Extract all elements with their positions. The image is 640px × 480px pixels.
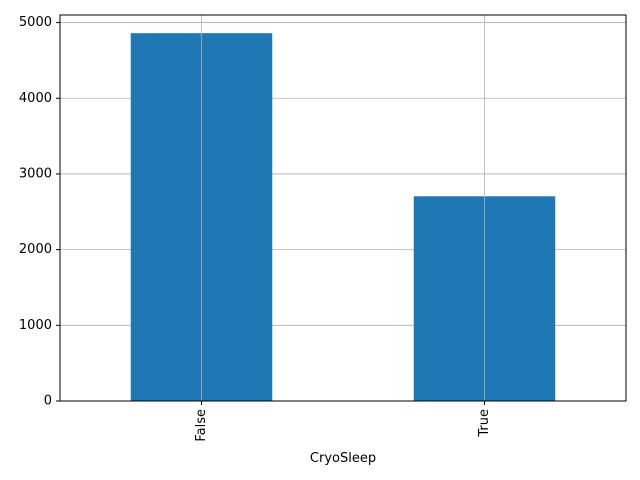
plot-frame — [59, 14, 627, 402]
y-tick-label: 2000 — [19, 242, 52, 257]
y-tick-label: 4000 — [19, 91, 52, 106]
y-tick-label: 1000 — [19, 318, 52, 333]
x-tick-label-false: False — [194, 409, 209, 442]
y-tick-label: 0 — [44, 394, 52, 409]
y-tick-label: 3000 — [19, 166, 52, 181]
x-tick-label-true: True — [477, 409, 492, 438]
x-axis-label: CryoSleep — [310, 451, 376, 466]
y-tick-label: 5000 — [19, 15, 52, 30]
axis-ticks: 0 1000 2000 3000 4000 5000 False True — [19, 15, 492, 442]
